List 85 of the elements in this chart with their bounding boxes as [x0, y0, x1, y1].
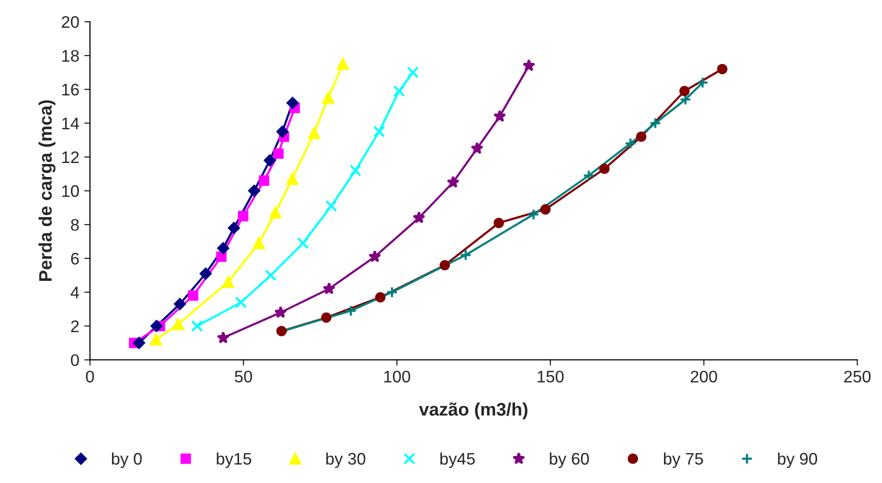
point	[191, 320, 203, 332]
point	[222, 276, 234, 288]
y-tick-label: 14	[62, 118, 80, 130]
y-tick-label: 16	[62, 84, 79, 96]
point	[350, 164, 362, 176]
legend-label: by 75	[664, 452, 703, 468]
point	[336, 58, 349, 70]
point	[440, 260, 450, 270]
point	[679, 86, 690, 96]
point	[276, 126, 288, 138]
point	[373, 126, 386, 138]
y-tick-label: 10	[62, 185, 79, 197]
legend-label: by 90	[778, 452, 818, 468]
point	[494, 218, 504, 228]
point	[528, 208, 540, 220]
point	[412, 211, 426, 224]
point	[470, 142, 484, 154]
point	[216, 331, 230, 344]
point	[258, 175, 270, 186]
point	[238, 210, 248, 222]
point	[322, 92, 334, 104]
x-tick-label: 50	[234, 370, 252, 382]
y-tick-label: 6	[71, 252, 79, 265]
point	[264, 269, 277, 282]
point	[286, 96, 298, 109]
point	[252, 237, 265, 250]
x-tick-label: 150	[538, 370, 564, 382]
point	[286, 173, 298, 185]
point	[273, 148, 284, 159]
y-tick-label: 8	[71, 218, 79, 231]
y-tick-label: 18	[62, 50, 79, 62]
x-tick-label: 100	[384, 370, 410, 382]
point	[321, 312, 332, 323]
point	[649, 117, 662, 130]
point	[636, 131, 646, 142]
point	[235, 296, 247, 308]
point	[624, 138, 636, 150]
x-tick-label: 200	[690, 370, 718, 382]
point	[264, 154, 276, 166]
point	[297, 237, 309, 250]
point	[274, 306, 287, 318]
point	[325, 200, 338, 212]
point	[174, 298, 186, 310]
y-tick-label: 0	[70, 354, 79, 366]
point	[344, 304, 357, 317]
x-tick-label: 250	[844, 370, 871, 382]
y-tick-label: 20	[62, 16, 79, 28]
point	[540, 204, 551, 215]
point	[460, 249, 472, 261]
y-axis-title: Perda de carga (mca)	[38, 100, 56, 281]
point	[228, 222, 240, 234]
point	[200, 268, 212, 280]
point	[522, 59, 536, 72]
point	[248, 184, 260, 197]
point	[322, 282, 336, 294]
y-tick-label: 2	[71, 320, 79, 332]
point	[368, 250, 382, 262]
point	[308, 127, 320, 140]
point	[446, 176, 460, 188]
point	[582, 170, 595, 182]
y-tick-label: 12	[62, 151, 79, 164]
point	[406, 66, 419, 78]
y-tick-label: 4	[70, 286, 80, 298]
point	[493, 110, 506, 122]
point	[217, 242, 230, 254]
point	[150, 334, 162, 346]
x-tick-label: 0	[86, 370, 94, 382]
point	[386, 286, 398, 298]
point	[375, 292, 386, 302]
point	[216, 252, 227, 262]
point	[150, 320, 163, 332]
point	[696, 76, 709, 88]
legend-label: by15	[216, 452, 252, 468]
point	[393, 85, 405, 97]
point	[269, 206, 282, 219]
point	[188, 290, 198, 301]
legend-label: by45	[440, 452, 475, 468]
point	[133, 336, 146, 349]
legend-label: by 60	[550, 452, 589, 468]
legend-label: by 0	[112, 452, 142, 468]
point	[717, 64, 728, 74]
point	[599, 164, 610, 174]
x-axis-title: vazão (m3/h)	[419, 402, 528, 420]
legend-label: by 30	[326, 452, 366, 468]
point	[172, 318, 184, 330]
